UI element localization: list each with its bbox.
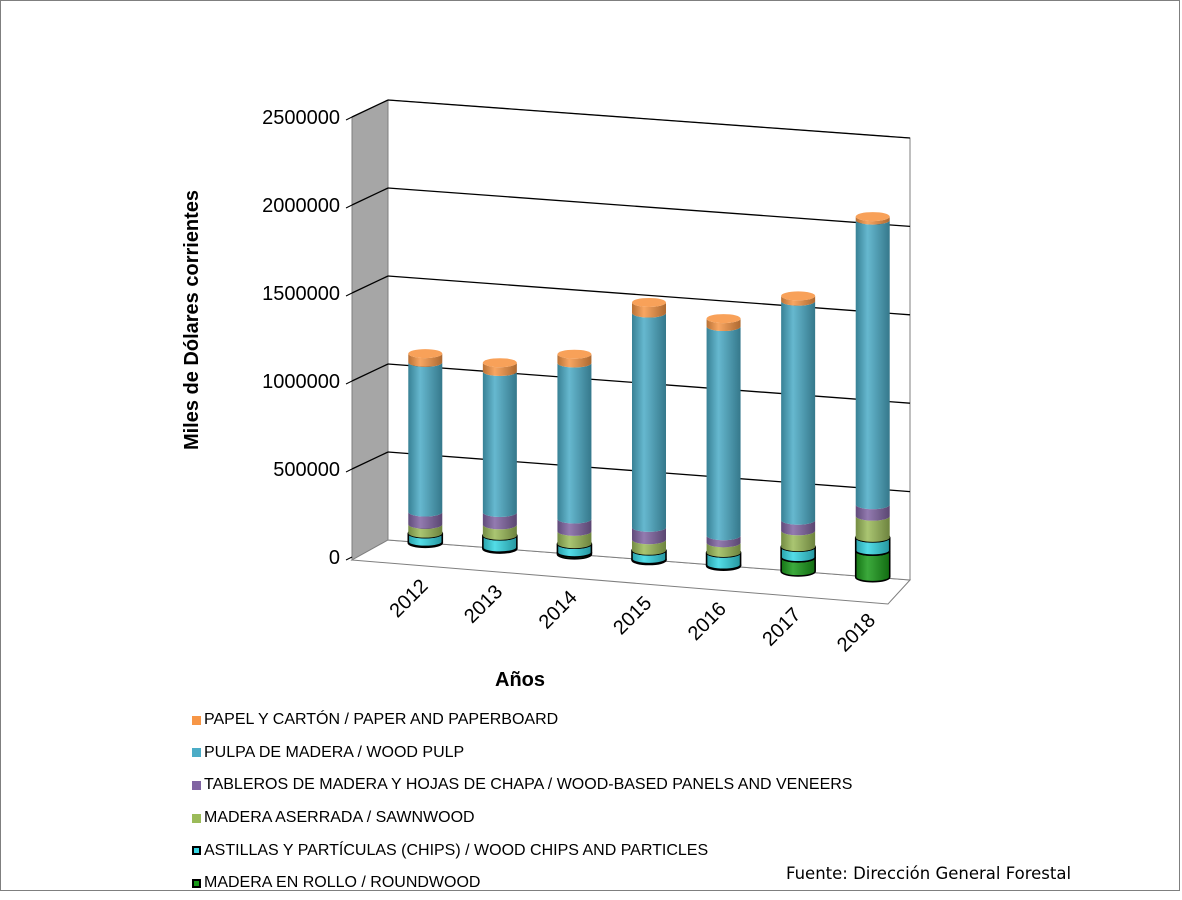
bar-segment [482, 524, 517, 540]
legend-item: MADERA EN ROLLO / ROUNDWOOD [192, 867, 852, 900]
bar-segment [781, 530, 816, 552]
bar-segment [482, 512, 517, 530]
legend-item: MADERA ASERRADA / SAWNWOOD [192, 802, 852, 835]
bar-segment [706, 326, 741, 541]
bar-stack-2018 [854, 212, 891, 583]
y-axis-label: Miles de Dólares corrientes [181, 190, 203, 450]
legend-swatch [192, 780, 201, 790]
x-axis-label: Años [495, 669, 545, 691]
x-tick-label: 2014 [535, 587, 582, 634]
x-tick-label: 2016 [684, 598, 731, 645]
bar-segment [632, 302, 666, 318]
legend-label: MADERA ASERRADA / SAWNWOOD [204, 809, 475, 827]
bar-stack-2013 [482, 358, 518, 554]
legend-item: PAPEL Y CARTÓN / PAPER AND PAPERBOARD [192, 704, 852, 737]
y-tick-mark [345, 204, 353, 209]
gridline-side [351, 187, 389, 206]
bar-segment [632, 539, 666, 555]
bar-segment [557, 354, 592, 368]
bar-stack-2014 [556, 349, 593, 560]
gridline [387, 275, 911, 316]
gridline [387, 187, 911, 228]
legend-item: ASTILLAS Y PARTÍCULAS (CHIPS) / WOOD CHI… [192, 834, 852, 867]
y-tick-label: 0 [329, 547, 340, 569]
bar-segment [855, 216, 890, 225]
bar-segment [557, 519, 592, 536]
y-tick-label: 2500000 [262, 107, 340, 129]
gridline [387, 99, 911, 139]
bar-segment [706, 542, 741, 557]
bar-stack-2017 [780, 291, 816, 577]
bar-segment [706, 318, 741, 332]
y-tick-label: 500000 [273, 459, 340, 481]
legend-label: TABLEROS DE MADERA Y HOJAS DE CHAPA / WO… [204, 776, 853, 794]
legend-item: TABLEROS DE MADERA Y HOJAS DE CHAPA / WO… [192, 769, 852, 802]
bar-segment [632, 527, 666, 545]
bar-top-cap [632, 297, 666, 307]
x-tick-label: 2012 [386, 575, 433, 622]
bar-segment [408, 353, 443, 367]
gridline-side [351, 363, 389, 382]
legend-label: PULPA DE MADERA / WOOD PULP [204, 743, 465, 761]
legend-swatch [192, 846, 201, 856]
bar-segment [781, 301, 816, 525]
bar-segment [855, 220, 890, 510]
legend-label: ASTILLAS Y PARTÍCULAS (CHIPS) / WOOD CHI… [204, 841, 709, 859]
bar-segment [557, 363, 592, 524]
bar-top-cap [408, 349, 443, 359]
x-tick-label: 2017 [758, 604, 805, 651]
bar-stack-2016 [705, 314, 742, 572]
bar-segment [557, 531, 592, 549]
bar-segment [781, 295, 816, 306]
bar-segment [781, 520, 816, 536]
bar-top-cap [706, 314, 741, 324]
y-tick-mark [345, 116, 353, 121]
y-tick-label: 1000000 [262, 371, 340, 393]
source-note: Fuente: Dirección General Forestal [786, 864, 1072, 883]
bar-stack-2012 [407, 349, 444, 549]
x-tick-label: 2015 [609, 592, 656, 639]
legend-swatch [192, 748, 201, 758]
legend-label: PAPEL Y CARTÓN / PAPER AND PAPERBOARD [204, 711, 559, 729]
legend-swatch [192, 878, 201, 888]
bar-stack-2015 [631, 297, 667, 566]
bar-top-cap [781, 291, 816, 301]
bar-segment [632, 313, 666, 532]
bar-segment [482, 371, 517, 517]
bar-segment [408, 524, 443, 538]
bar-top-cap [482, 358, 517, 368]
y-tick-label: 1500000 [262, 283, 340, 305]
bar-segment [706, 535, 741, 548]
legend-item: PULPA DE MADERA / WOOD PULP [192, 737, 852, 770]
y-tick-mark [345, 292, 353, 297]
legend: PAPEL Y CARTÓN / PAPER AND PAPERBOARD PUL… [192, 704, 852, 900]
y-tick-mark [345, 468, 353, 473]
x-tick-label: 2018 [833, 609, 880, 656]
y-tick-mark [345, 380, 353, 385]
gridline-side [351, 99, 389, 118]
bar-top-cap [855, 212, 890, 222]
bar-top-cap [557, 349, 592, 359]
y-tick-label: 2000000 [262, 195, 340, 217]
bar-segment [855, 504, 890, 521]
y-tick-mark [345, 556, 353, 561]
x-tick-label: 2013 [460, 581, 507, 628]
bar-segment [408, 512, 443, 529]
bar-segment [855, 516, 890, 542]
side-wall [351, 99, 389, 561]
legend-swatch [192, 715, 201, 725]
gridline-side [351, 275, 389, 294]
bar-segment [408, 362, 443, 517]
legend-swatch [192, 813, 201, 823]
legend-label: MADERA EN ROLLO / ROUNDWOOD [204, 874, 481, 892]
bar-segment [482, 362, 517, 377]
gridline-side [351, 451, 389, 470]
